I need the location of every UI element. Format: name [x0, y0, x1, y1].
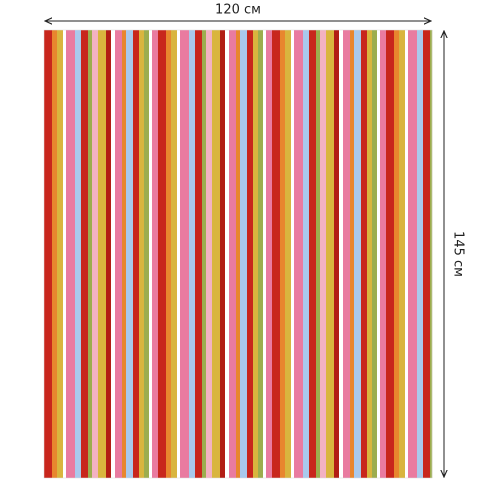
- stripe: [399, 30, 406, 478]
- stripe: [122, 30, 127, 478]
- stripe: [75, 30, 82, 478]
- stripe: [417, 30, 424, 478]
- stripe: [98, 30, 107, 478]
- stripe: [229, 30, 237, 478]
- stripe: [316, 30, 321, 478]
- stripe: [320, 30, 327, 478]
- stripe: [158, 30, 167, 478]
- stripe: [380, 30, 387, 478]
- stripe: [212, 30, 221, 478]
- stripe: [280, 30, 286, 478]
- curtain-border: [43, 29, 433, 479]
- stripe: [149, 30, 153, 478]
- stripe: [225, 30, 230, 478]
- stripe: [195, 30, 203, 478]
- stripe: [44, 30, 53, 478]
- stripe: [139, 30, 145, 478]
- stripe: [263, 30, 267, 478]
- curtain: [44, 30, 433, 478]
- stripe: [354, 30, 362, 478]
- stripe: [423, 30, 431, 478]
- stripe: [350, 30, 355, 478]
- stripe: [180, 30, 190, 478]
- stripe: [294, 30, 304, 478]
- stripe: [152, 30, 159, 478]
- stripe: [339, 30, 344, 478]
- stripe: [405, 30, 409, 478]
- stripe: [52, 30, 58, 478]
- stripe: [386, 30, 395, 478]
- stripe: [206, 30, 213, 478]
- stripe: [88, 30, 93, 478]
- stripe: [115, 30, 123, 478]
- stripe: [377, 30, 381, 478]
- stripe: [81, 30, 89, 478]
- stripe: [326, 30, 335, 478]
- stripe: [126, 30, 134, 478]
- stripe: [236, 30, 241, 478]
- stripe: [66, 30, 76, 478]
- stripe: [177, 30, 181, 478]
- stripe: [92, 30, 99, 478]
- stripe: [343, 30, 351, 478]
- stripe: [430, 30, 433, 478]
- stripe: [106, 30, 112, 478]
- height-label: 145 см: [451, 231, 466, 277]
- stripe: [111, 30, 116, 478]
- stripe: [291, 30, 295, 478]
- stripe: [303, 30, 310, 478]
- stripe: [367, 30, 373, 478]
- stripe: [258, 30, 264, 478]
- stripe: [253, 30, 259, 478]
- stripe: [220, 30, 226, 478]
- stripe: [63, 30, 67, 478]
- stripe: [266, 30, 273, 478]
- stripe: [285, 30, 292, 478]
- stripe: [166, 30, 172, 478]
- stripe: [189, 30, 196, 478]
- stripe: [144, 30, 150, 478]
- stripe: [57, 30, 64, 478]
- width-label: 120 см: [215, 3, 261, 18]
- stripe: [202, 30, 207, 478]
- stripe: [247, 30, 254, 478]
- stripe: [171, 30, 178, 478]
- stripe: [240, 30, 248, 478]
- stripe: [272, 30, 281, 478]
- stripe: [361, 30, 368, 478]
- stripe: [309, 30, 317, 478]
- stripe: [334, 30, 340, 478]
- stripe: [394, 30, 400, 478]
- stripe: [133, 30, 140, 478]
- stripe: [372, 30, 378, 478]
- stripe: [408, 30, 418, 478]
